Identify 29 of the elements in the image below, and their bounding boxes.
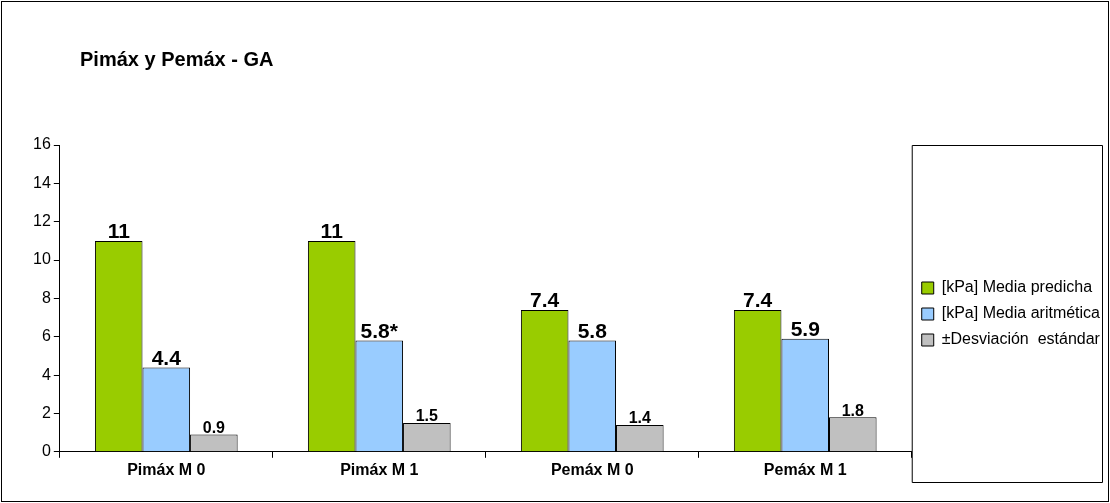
y-tick-label: 10 <box>33 250 51 268</box>
y-tick-label: 14 <box>33 173 51 191</box>
y-tick-label: 12 <box>33 212 51 230</box>
data-label: 7.4 <box>530 288 560 312</box>
data-label: 5.8* <box>360 318 399 342</box>
data-label: 11 <box>107 219 131 243</box>
y-tick-label: 4 <box>41 365 51 383</box>
y-tick-label: 2 <box>41 403 51 421</box>
x-tick-label: Pemáx M 1 <box>763 460 847 478</box>
x-tick-label: Pemáx M 0 <box>550 460 634 478</box>
y-tick-label: 6 <box>41 327 51 345</box>
legend-label: ±Desviación estándar <box>941 330 1101 348</box>
chart-title: Pimáx y Pemáx - GA <box>80 48 274 71</box>
legend-label: [kPa] Media aritmética <box>941 304 1101 322</box>
y-tick-label: 8 <box>41 288 51 306</box>
data-label: 0.9 <box>202 418 226 436</box>
data-label: 1.8 <box>841 401 865 419</box>
x-tick-label: Pimáx M 1 <box>340 460 419 478</box>
data-label: 1.5 <box>415 407 439 425</box>
x-tick-label: Pimáx M 0 <box>127 460 206 478</box>
y-tick-label: 0 <box>41 442 51 460</box>
data-label: 11 <box>320 219 344 243</box>
data-label: 5.9 <box>790 316 820 340</box>
y-tick-label: 16 <box>33 135 51 153</box>
data-label: 4.4 <box>151 345 182 369</box>
data-label: 7.4 <box>743 288 773 312</box>
data-label: 5.8 <box>577 318 608 342</box>
legend-label: [kPa] Media predicha <box>941 278 1093 296</box>
data-label: 1.4 <box>628 409 652 427</box>
